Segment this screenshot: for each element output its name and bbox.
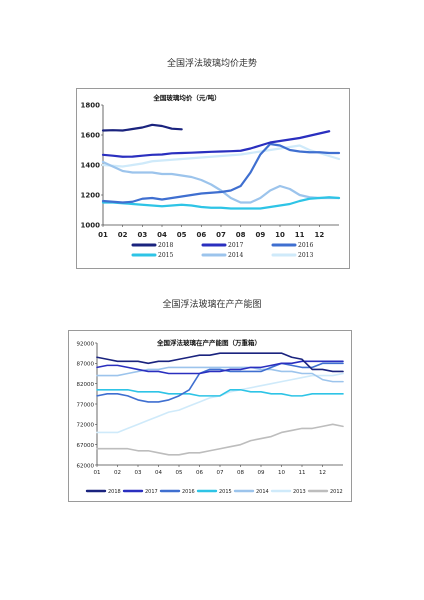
- capacity-chart-x-tick-label: 02: [114, 470, 121, 476]
- price-chart-y-tick-label: 1000: [81, 221, 101, 229]
- price-chart-legend-label-2018: 2018: [158, 242, 173, 249]
- price-chart-x-tick-label: 07: [216, 231, 226, 239]
- capacity-chart: 62000 67000 72000 77000 82000 87000 92000 01 02 0…: [68, 330, 352, 502]
- capacity-chart-y-tick-label: 72000: [77, 423, 95, 429]
- price-chart-legend-label-2016: 2016: [298, 242, 313, 249]
- price-chart-series-2013: [101, 144, 341, 168]
- price-chart-y-tick-label: 1200: [81, 191, 101, 199]
- chart-1-page-title: 全国浮法玻璃均价走势: [166, 59, 257, 69]
- price-chart-legend-label-2014: 2014: [228, 252, 243, 259]
- capacity-chart-series-2015: [96, 388, 344, 397]
- price-chart: 1000 1200 1400 1600 1800 01 02 03 04 05 06 07 08 09 10…: [76, 88, 350, 269]
- capacity-chart-legend-label-2013: 2013: [293, 489, 306, 495]
- capacity-chart-y-tick-label: 87000: [77, 362, 95, 368]
- price-chart-series-2015: [101, 196, 341, 210]
- price-chart-x-tick-label: 08: [236, 231, 246, 239]
- capacity-chart-legend-label-2018: 2018: [108, 489, 121, 495]
- price-chart-x-tick-label: 09: [255, 231, 265, 239]
- capacity-chart-y-tick-label: 62000: [77, 463, 95, 469]
- price-chart-x-tick-label: 06: [196, 231, 206, 239]
- capacity-chart-x-tick-label: 08: [237, 470, 244, 476]
- price-chart-x-tick-label: 12: [314, 231, 324, 239]
- price-chart-legend-label-2015: 2015: [158, 252, 173, 259]
- capacity-chart-series-2016: [96, 362, 344, 403]
- price-chart-svg: 1000 1200 1400 1600 1800 01 02 03 04 05 06 07 08 09 10…: [81, 93, 341, 259]
- capacity-chart-series-2017: [96, 360, 344, 375]
- capacity-chart-svg: 62000 67000 72000 77000 82000 87000 92000 01 02 0…: [77, 338, 344, 495]
- capacity-chart-series-2012: [96, 423, 344, 456]
- capacity-chart-x-tick-label: 01: [94, 470, 101, 476]
- capacity-chart-legend-label-2015: 2015: [219, 489, 232, 495]
- price-chart-x-tick-label: 01: [98, 231, 108, 239]
- price-chart-series-2018: [101, 123, 183, 132]
- price-chart-x-tick-label: 05: [177, 231, 187, 239]
- capacity-chart-x-tick-label: 04: [155, 470, 162, 476]
- price-chart-y-tick-label: 1600: [81, 131, 101, 139]
- price-chart-x-tick-label: 03: [137, 231, 147, 239]
- price-chart-x-tick-label: 11: [295, 231, 305, 239]
- capacity-chart-legend-label-2014: 2014: [256, 489, 269, 495]
- price-chart-series-2017: [101, 130, 331, 158]
- capacity-chart-series-2013: [96, 372, 344, 434]
- capacity-chart-legend-label-2016: 2016: [182, 489, 195, 495]
- capacity-chart-x-tick-label: 03: [135, 470, 142, 476]
- price-chart-x-tick-label: 10: [275, 231, 285, 239]
- capacity-chart-y-tick-label: 67000: [77, 443, 95, 449]
- capacity-chart-x-tick-label: 07: [217, 470, 224, 476]
- capacity-chart-inner-title: 全国浮法玻璃在产产能图（万重箱）: [156, 338, 261, 347]
- capacity-chart-x-tick-label: 06: [196, 470, 203, 476]
- capacity-chart-x-tick-label: 11: [299, 470, 306, 476]
- capacity-chart-legend-label-2017: 2017: [145, 489, 158, 495]
- price-chart-y-tick-label: 1800: [81, 101, 101, 109]
- capacity-chart-x-tick-label: 05: [176, 470, 183, 476]
- price-chart-legend-label-2017: 2017: [228, 242, 243, 249]
- chart-2-page-title: 全国浮法玻璃在产产能图: [162, 300, 262, 310]
- capacity-chart-x-tick-label: 09: [258, 470, 265, 476]
- price-chart-inner-title: 全国玻璃均价（元/吨）: [152, 93, 220, 102]
- capacity-chart-series-2014: [96, 366, 344, 383]
- price-chart-x-tick-label: 04: [157, 231, 167, 239]
- capacity-chart-y-tick-label: 77000: [77, 402, 95, 408]
- capacity-chart-y-tick-label: 92000: [77, 341, 95, 347]
- capacity-chart-x-tick-label: 12: [319, 470, 326, 476]
- price-chart-x-tick-label: 02: [118, 231, 128, 239]
- capacity-chart-series-2018: [96, 352, 344, 373]
- capacity-chart-x-tick-label: 10: [278, 470, 285, 476]
- capacity-chart-legend-label-2012: 2012: [330, 489, 343, 495]
- price-chart-legend-label-2013: 2013: [298, 252, 313, 259]
- price-chart-series-2014: [101, 160, 341, 204]
- capacity-chart-y-tick-label: 82000: [77, 382, 95, 388]
- price-chart-y-tick-label: 1400: [81, 161, 101, 169]
- price-chart-series-2016: [101, 142, 341, 204]
